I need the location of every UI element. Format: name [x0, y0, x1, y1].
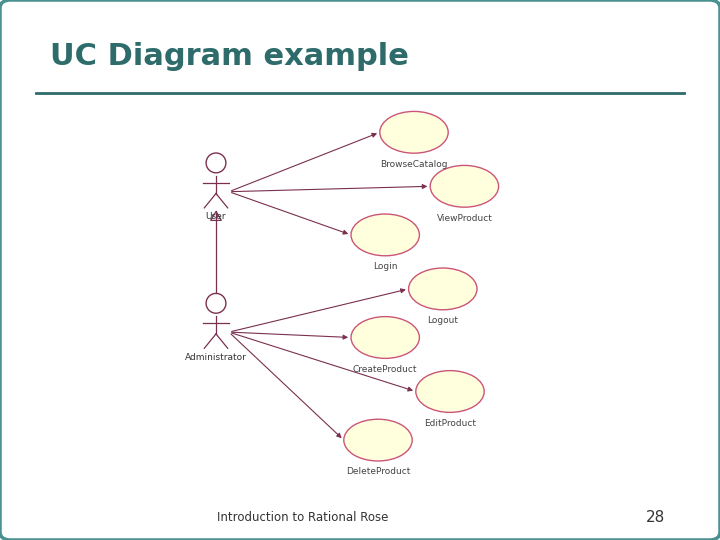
Text: Logout: Logout — [427, 316, 459, 325]
Text: 28: 28 — [646, 510, 665, 525]
Text: DeleteProduct: DeleteProduct — [346, 468, 410, 476]
Ellipse shape — [431, 165, 498, 207]
Text: BrowseCatalog: BrowseCatalog — [380, 160, 448, 168]
Text: Introduction to Rational Rose: Introduction to Rational Rose — [217, 511, 388, 524]
Ellipse shape — [409, 268, 477, 310]
Ellipse shape — [351, 316, 419, 359]
Text: ViewProduct: ViewProduct — [436, 214, 492, 222]
Ellipse shape — [416, 370, 484, 413]
Text: Administrator: Administrator — [185, 353, 247, 362]
Ellipse shape — [380, 111, 448, 153]
Text: User: User — [206, 212, 226, 221]
Text: CreateProduct: CreateProduct — [353, 365, 418, 374]
Text: UC Diagram example: UC Diagram example — [50, 42, 409, 71]
Ellipse shape — [344, 419, 412, 461]
Ellipse shape — [351, 214, 419, 256]
Text: Login: Login — [373, 262, 397, 271]
Text: EditProduct: EditProduct — [424, 419, 476, 428]
